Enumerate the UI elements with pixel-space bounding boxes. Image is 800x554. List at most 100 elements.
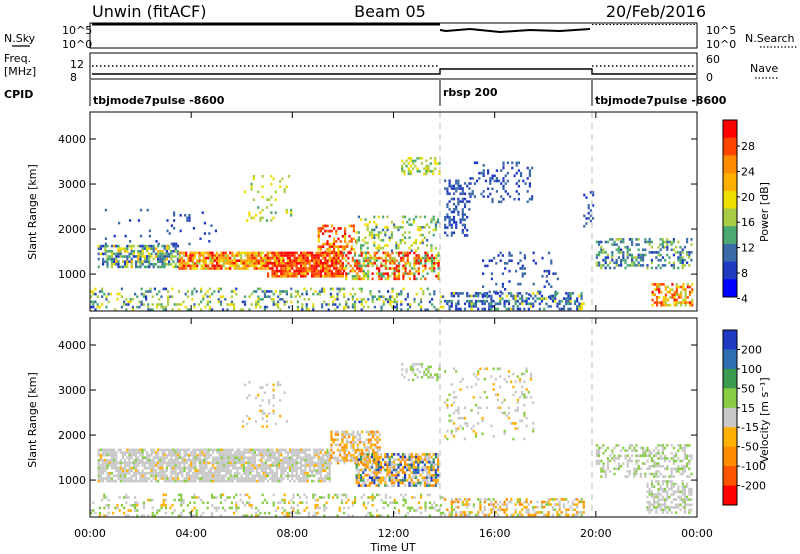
velocity-colorbar-tick-2: 50 <box>741 382 755 395</box>
cpid-segment-3: tbjmode7pulse -8600 <box>595 94 727 107</box>
power-echo-region-13 <box>444 292 585 311</box>
velocity-colorbar-swatch-3 <box>723 388 737 409</box>
velocity-colorbar-swatch-7 <box>723 466 737 486</box>
velocity-colorbar-tick-0: 200 <box>741 343 762 356</box>
power-colorbar-tick-0: 28 <box>741 140 755 153</box>
freq-unit-label: [MHz] <box>4 65 36 78</box>
time-tick-3: 12:00 <box>378 527 410 540</box>
time-tick-0: 00:00 <box>74 527 106 540</box>
power-echo-region-6 <box>355 215 440 252</box>
power-colorbar-tick-4: 12 <box>741 242 755 255</box>
power-echo-region-9 <box>104 208 217 246</box>
freq-trace <box>92 68 696 75</box>
power-echo-region-8 <box>243 175 293 222</box>
velocity-ytick-label-4000: 4000 <box>58 339 86 352</box>
velocity-echo-region-9 <box>646 480 693 514</box>
power-echo-region-15 <box>595 238 693 270</box>
power-y-label: Slant Range [km] <box>26 164 39 260</box>
velocity-colorbar-swatch-6 <box>723 446 737 467</box>
power-colorbar-swatch-6 <box>723 226 737 245</box>
power-echo-region-11 <box>469 161 534 204</box>
time-tick-2: 08:00 <box>276 527 308 540</box>
power-colorbar-swatch-4 <box>723 190 737 209</box>
power-echo-region-17 <box>90 287 445 311</box>
velocity-colorbar-tick-7: -200 <box>741 480 766 493</box>
cpid-panel: CPID tbjmode7pulse -8600 rbsp 200 tbjmod… <box>4 80 727 107</box>
noise-right-tick-top: 10^5 <box>706 24 736 37</box>
power-ytick-label-3000: 3000 <box>58 178 86 191</box>
power-ytick-label-2000: 2000 <box>58 223 86 236</box>
power-colorbar-swatch-9 <box>723 279 737 298</box>
power-colorbar: 28 24 20 16 12 8 4 <box>722 119 755 305</box>
power-colorbar-swatch-3 <box>723 173 737 192</box>
nave-label: Nave <box>750 62 778 75</box>
power-echo-region-5 <box>342 251 440 281</box>
power-echo-region-12 <box>482 251 559 299</box>
freq-panel: Freq. [MHz] 12 8 60 0 Nave <box>4 52 778 84</box>
velocity-colorbar-tick-6: -100 <box>741 460 766 473</box>
power-echo-region-10 <box>444 179 471 237</box>
power-echo-region-4 <box>317 224 358 254</box>
power-ytick-label-4000: 4000 <box>58 133 86 146</box>
nsky-trace <box>92 23 591 34</box>
freq-label: Freq. <box>4 52 31 65</box>
power-colorbar-tick-6: 4 <box>741 292 748 305</box>
time-tick-1: 04:00 <box>175 527 207 540</box>
velocity-colorbar-label: Velocity [m s⁻¹] <box>758 377 771 462</box>
power-colorbar-swatch-8 <box>723 261 737 280</box>
power-ytick-label-1000: 1000 <box>58 268 86 281</box>
velocity-echo-region-3 <box>355 453 440 487</box>
power-echo-region-7 <box>401 157 441 176</box>
time-axis-label: Time UT <box>369 541 415 554</box>
noise-right-tick-bottom: 10^0 <box>706 38 736 51</box>
cpid-segment-1: tbjmode7pulse -8600 <box>93 94 225 107</box>
velocity-colorbar-swatch-4 <box>723 407 737 428</box>
power-y-axis: 1000 2000 3000 4000 <box>58 133 697 281</box>
power-colorbar-swatch-7 <box>723 243 737 263</box>
beam-title: Beam 05 <box>354 2 426 21</box>
noise-panel: N.Sky 10^5 10^0 10^5 10^0 N.Search <box>4 22 798 51</box>
power-echo-region-3 <box>267 251 344 278</box>
nave-right-tick-bottom: 0 <box>706 71 713 84</box>
nsearch-label: N.Search <box>745 32 795 45</box>
velocity-colorbar-swatch-5 <box>723 427 737 448</box>
cpid-segment-2: rbsp 200 <box>443 86 498 99</box>
power-colorbar-swatch-0 <box>723 120 737 139</box>
freq-left-tick-top: 12 <box>70 58 84 71</box>
power-echo-region-14 <box>583 191 595 228</box>
time-tick-6: 00:00 <box>681 527 713 540</box>
power-echo-region-16 <box>651 283 694 307</box>
velocity-echo-region-2 <box>330 430 381 465</box>
velocity-ytick-label-3000: 3000 <box>58 384 86 397</box>
time-tick-5: 20:00 <box>580 527 612 540</box>
power-colorbar-swatch-1 <box>723 137 737 156</box>
nsky-label: N.Sky <box>4 32 36 45</box>
velocity-colorbar-swatch-2 <box>723 368 737 389</box>
power-data-cells <box>90 157 694 311</box>
velocity-data-cells <box>90 363 693 517</box>
velocity-colorbar: 200 100 50 15 -15 -50 -100 -200 <box>722 329 766 506</box>
velocity-echo-region-4 <box>401 363 441 382</box>
velocity-colorbar-tick-3: 15 <box>741 402 755 415</box>
power-echo-region-1 <box>97 244 179 269</box>
time-axis: 00:00 04:00 08:00 12:00 16:00 20:00 00:00 <box>74 112 713 540</box>
velocity-colorbar-swatch-1 <box>723 349 737 370</box>
velocity-colorbar-tick-4: -15 <box>741 421 759 434</box>
velocity-echo-region-10 <box>90 493 445 517</box>
power-colorbar-tick-1: 24 <box>741 165 755 178</box>
velocity-y-label: Slant Range [km] <box>26 372 39 468</box>
velocity-ytick-label-1000: 1000 <box>58 474 86 487</box>
power-colorbar-tick-2: 20 <box>741 191 755 204</box>
velocity-echo-region-1 <box>97 448 331 483</box>
time-tick-4: 16:00 <box>479 527 511 540</box>
noise-left-tick-top: 10^5 <box>62 24 92 37</box>
power-colorbar-tick-5: 8 <box>741 267 748 280</box>
velocity-echo-region-6 <box>444 367 535 441</box>
velocity-echo-region-8 <box>595 444 693 478</box>
noise-left-tick-bottom: 10^0 <box>62 38 92 51</box>
velocity-ytick-label-2000: 2000 <box>58 429 86 442</box>
power-echo-region-2 <box>178 251 269 270</box>
station-title: Unwin (fitACF) <box>92 2 206 21</box>
